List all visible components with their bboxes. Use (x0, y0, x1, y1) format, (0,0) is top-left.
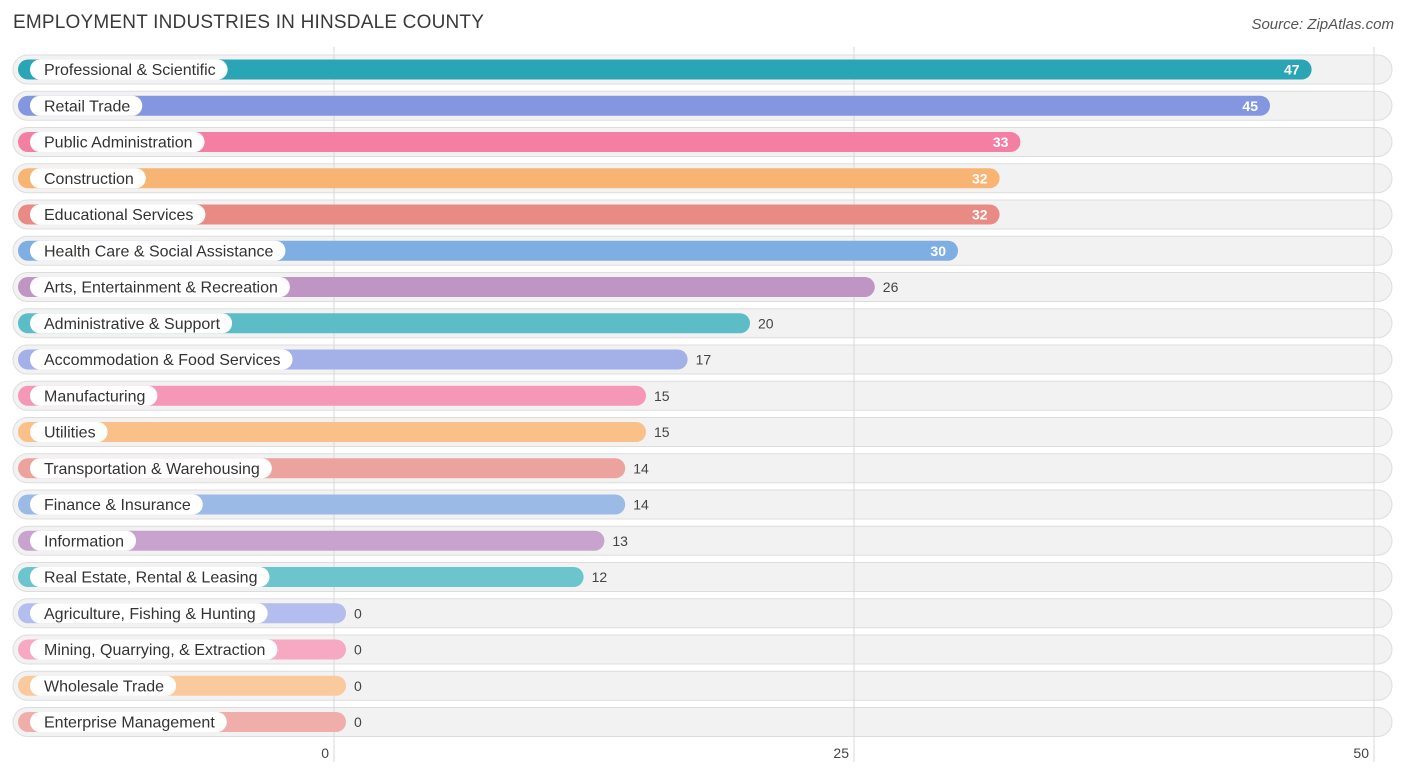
value-label: 12 (592, 569, 608, 585)
category-label: Educational Services (44, 207, 193, 224)
category-label: Retail Trade (44, 98, 130, 115)
category-label: Health Care & Social Assistance (44, 243, 274, 260)
label-pill (30, 530, 137, 551)
label-pill (30, 385, 158, 406)
value-label: 33 (993, 134, 1009, 150)
category-label: Agriculture, Fishing & Hunting (44, 606, 256, 623)
category-label: Professional & Scientific (44, 62, 216, 79)
value-label: 47 (1284, 62, 1300, 78)
category-label: Construction (44, 171, 134, 188)
bar (18, 530, 605, 551)
label-pill (30, 349, 293, 370)
value-label: 32 (972, 170, 988, 186)
bar (18, 168, 1000, 189)
label-pill (30, 712, 227, 732)
label-pill (30, 458, 272, 479)
label-pill (30, 422, 108, 442)
x-tick-label: 0 (321, 745, 329, 761)
category-label: Public Administration (44, 135, 193, 152)
x-tick-label: 50 (1353, 745, 1369, 761)
value-label: 20 (758, 315, 774, 331)
category-label: Information (44, 533, 124, 550)
value-label: 13 (612, 533, 628, 549)
value-label: 0 (354, 714, 362, 730)
bar (18, 204, 1000, 225)
value-label: 15 (654, 388, 670, 404)
label-pill (30, 168, 146, 189)
row-background (12, 670, 1393, 701)
bars: Professional & Scientific 47 Retail Trade 4… (18, 59, 1312, 732)
label-pill (30, 277, 290, 297)
label-pill (30, 95, 143, 116)
category-label: Mining, Quarrying, & Extraction (44, 642, 265, 659)
category-label: Accommodation & Food Services (44, 352, 281, 369)
value-label: 14 (633, 497, 649, 513)
category-label: Enterprise Management (44, 715, 215, 732)
label-pill (30, 240, 286, 261)
category-label: Transportation & Warehousing (44, 461, 260, 478)
value-label: 17 (696, 352, 712, 368)
category-label: Administrative & Support (44, 316, 221, 333)
value-label: 32 (972, 207, 988, 223)
value-label: 30 (930, 243, 946, 259)
x-tick-label: 25 (833, 745, 849, 761)
bar (18, 422, 646, 442)
label-pill (30, 675, 177, 696)
category-label: Real Estate, Rental & Leasing (44, 570, 257, 587)
bar (18, 385, 646, 406)
value-label: 45 (1242, 98, 1258, 114)
chart-title: EMPLOYMENT INDUSTRIES IN HINSDALE COUNTY (13, 12, 485, 33)
category-label: Wholesale Trade (44, 678, 164, 695)
category-label: Arts, Entertainment & Recreation (44, 280, 278, 297)
value-label: 15 (654, 424, 670, 440)
category-label: Finance & Insurance (44, 497, 191, 514)
label-pill (30, 639, 278, 660)
bar (18, 95, 1270, 116)
label-pill (30, 59, 228, 80)
category-label: Manufacturing (44, 388, 145, 405)
bar (18, 132, 1021, 152)
value-label: 0 (354, 678, 362, 694)
row-background (12, 634, 1393, 665)
label-pill (30, 567, 270, 587)
label-pill (30, 603, 268, 624)
bar (18, 59, 1312, 80)
value-label: 0 (354, 605, 362, 621)
value-label: 0 (354, 642, 362, 658)
row-background (12, 707, 1393, 737)
label-pill (30, 204, 206, 225)
row-background (12, 598, 1393, 629)
chart-source: Source: ZipAtlas.com (1251, 16, 1394, 33)
category-label: Utilities (44, 425, 96, 442)
value-label: 14 (633, 460, 649, 476)
label-pill (30, 132, 205, 152)
label-pill (30, 313, 233, 334)
value-label: 26 (883, 279, 899, 295)
label-pill (30, 494, 203, 515)
